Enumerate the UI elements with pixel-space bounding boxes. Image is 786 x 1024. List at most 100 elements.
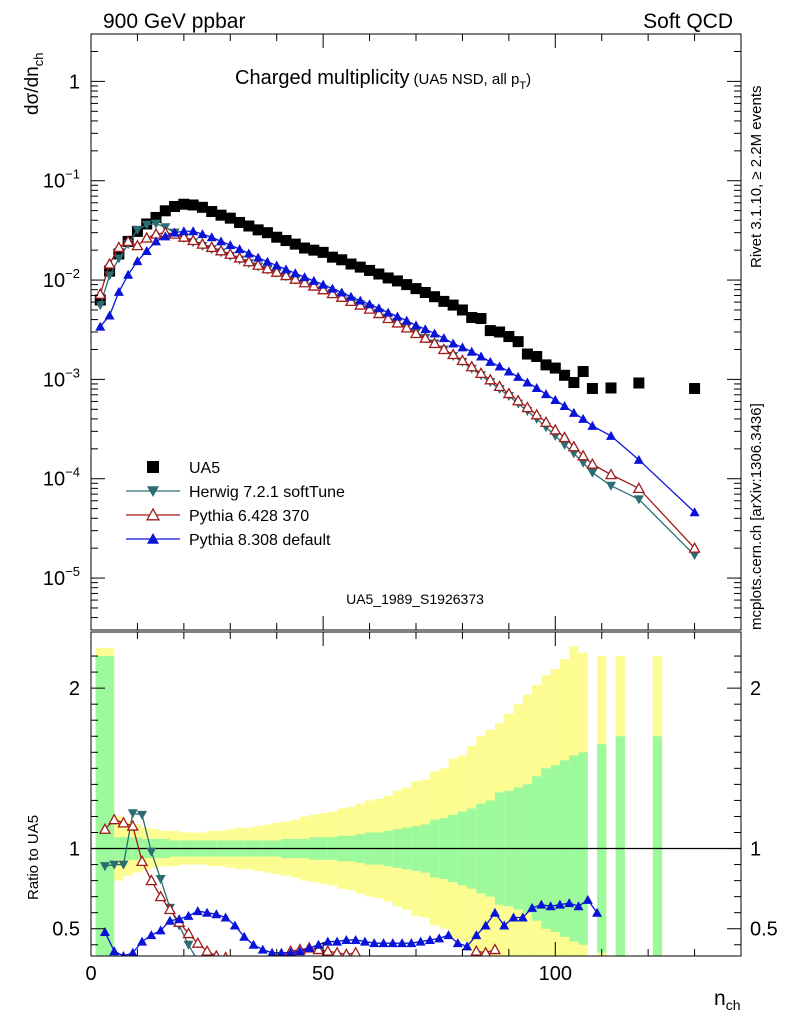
ratio-data-point (118, 860, 129, 870)
ratio-data-point (154, 890, 167, 902)
data-point (271, 231, 283, 243)
ratio-data-point (415, 936, 426, 946)
data-point (206, 206, 218, 218)
data-point (335, 290, 348, 302)
ratio-plot-panel: 0.5 0.5 1 1 2 2 0 50 100 Ratio to UA5 nch (25, 631, 778, 1013)
data-point (633, 377, 645, 389)
data-point (206, 232, 217, 242)
legend-marker (145, 507, 161, 521)
ratio-series-group (98, 809, 603, 956)
ratio-data-point (452, 938, 463, 948)
data-point (132, 225, 143, 235)
data-point (559, 369, 571, 381)
ratio-data-point (424, 934, 435, 944)
ratio-data-point (313, 939, 324, 949)
data-point (549, 423, 562, 435)
data-point (354, 261, 366, 273)
ratio-data-point (163, 903, 177, 915)
data-point (531, 382, 542, 392)
y-tick-exponent: −4 (65, 465, 80, 480)
data-point (132, 256, 143, 266)
data-point (253, 252, 264, 262)
ratio-data-point (434, 933, 445, 943)
data-point (465, 360, 478, 372)
ratio-data-point (155, 925, 166, 935)
data-point (308, 244, 320, 256)
data-point (587, 468, 598, 478)
ratio-data-point (332, 936, 343, 946)
data-point (392, 311, 403, 321)
data-point (586, 382, 598, 394)
legend-entry: Pythia 8.308 default (126, 532, 331, 549)
stat-uncertainty-band (95, 656, 115, 956)
data-point (187, 234, 200, 246)
ratio-data-point (573, 901, 584, 911)
ratio-data-point (108, 813, 121, 825)
ratio-data-point (146, 847, 157, 857)
data-point (372, 307, 385, 319)
data-point (568, 407, 579, 417)
data-point (345, 258, 357, 270)
y-tick-base: 10 (43, 171, 65, 193)
data-point (568, 449, 579, 459)
ratio-data-point (146, 930, 157, 940)
ratio-data-point (517, 912, 528, 922)
data-point (605, 382, 617, 394)
y-tick-label: 10−2 (43, 266, 80, 292)
data-point (456, 304, 468, 316)
data-point (688, 541, 701, 553)
ratio-y-tick-label: 2 (69, 678, 80, 700)
ratio-data-point (359, 936, 370, 946)
data-point (400, 321, 413, 333)
ratio-y-tick-label-right: 2 (750, 678, 761, 700)
data-point (457, 342, 468, 352)
ratio-data-point (229, 920, 240, 930)
data-point (281, 264, 291, 274)
data-point (521, 401, 534, 413)
data-point (150, 211, 162, 223)
data-point (401, 315, 412, 325)
ratio-data-point (137, 810, 148, 820)
ratio-data-point (545, 901, 556, 911)
legend-label: Herwig 7.2.1 softTune (189, 484, 345, 501)
data-point (587, 420, 598, 430)
legend-marker (147, 533, 159, 544)
data-point (271, 260, 282, 270)
data-point (205, 241, 218, 253)
y-tick-exponent: −2 (65, 266, 80, 281)
data-point (632, 482, 645, 494)
data-point (549, 362, 561, 374)
data-point (466, 346, 477, 356)
ratio-data-point (120, 951, 127, 956)
data-point (112, 241, 125, 253)
ratio-data-point (443, 930, 454, 940)
ratio-data-point (489, 907, 500, 917)
data-point (262, 256, 273, 266)
ratio-data-point (155, 875, 166, 885)
ratio-data-point (480, 946, 491, 956)
data-point (308, 275, 319, 285)
data-point (503, 366, 514, 376)
data-point (317, 246, 329, 258)
ratio-data-point (582, 894, 593, 904)
main-plot-title-end: ) (526, 71, 531, 88)
data-point (252, 224, 264, 236)
data-point (550, 395, 561, 405)
data-point (633, 454, 644, 464)
data-point (513, 371, 524, 381)
ratio-data-point (369, 938, 380, 948)
data-point (447, 299, 459, 311)
ratio-data-point (126, 819, 139, 831)
ratio-data-point (350, 934, 361, 944)
data-point (484, 325, 496, 337)
ratio-data-point (191, 936, 204, 948)
data-point (606, 430, 616, 440)
ratio-data-point (499, 920, 510, 930)
data-point (502, 387, 515, 399)
data-point (225, 240, 236, 250)
ratio-data-point (527, 902, 538, 912)
y-tick-label: 10−5 (43, 564, 80, 590)
legend-label: Pythia 8.308 default (189, 532, 331, 549)
ratio-y-tick-label: 0.5 (52, 919, 80, 941)
x-tick-label: 50 (312, 963, 334, 985)
